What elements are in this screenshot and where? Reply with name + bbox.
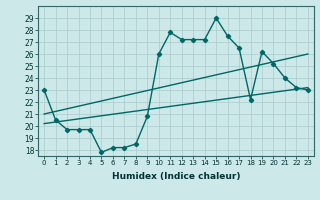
X-axis label: Humidex (Indice chaleur): Humidex (Indice chaleur) [112, 172, 240, 181]
